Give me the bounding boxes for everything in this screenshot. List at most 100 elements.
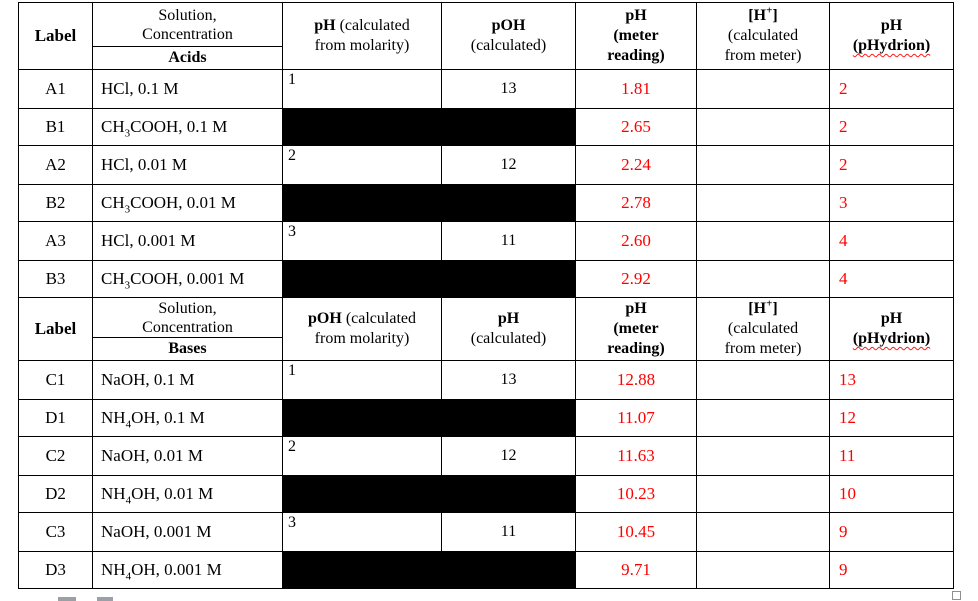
solution-cell: NaOH, 0.001 M	[92, 512, 283, 552]
phydrion-cell: 4	[829, 259, 954, 298]
table-row-d1: D1 NH4OH, 0.1 M 11.07 12	[18, 398, 954, 437]
h-from-meter-cell	[696, 512, 830, 552]
ph-meter-cell: 12.88	[575, 360, 697, 400]
table-row-d3: D3 NH4OH, 0.001 M 9.71 9	[18, 550, 954, 589]
formula-text: NH	[101, 559, 126, 579]
ph-calc-cell: 3	[282, 221, 442, 261]
h-from-meter-cell	[696, 360, 830, 400]
cutoff-text-fragment	[97, 597, 113, 601]
formula-subscript: 3	[124, 127, 131, 140]
spellcheck-underlined-word: (pHydrion)	[852, 37, 931, 54]
ph-meter-cell: 11.63	[575, 436, 697, 476]
formula-text: COOH, 0.01 M	[130, 192, 236, 212]
h-from-meter-cell	[696, 436, 830, 476]
cutoff-text-fragment	[58, 597, 76, 601]
formula-text: HCl, 0.1 M	[101, 78, 179, 98]
formula-text: NaOH, 0.001 M	[101, 521, 212, 541]
poh-calc-cell: 2	[282, 436, 442, 476]
ph-meter-cell: 9.71	[575, 550, 697, 589]
redacted-cell	[282, 183, 576, 222]
solution-header-line1: Solution,	[158, 299, 217, 317]
phydrion-cell: 3	[829, 183, 954, 222]
solution-column-header: Solution, Concentration Acids	[92, 2, 283, 70]
row-label-cell: C2	[18, 436, 93, 476]
h-concentration-column-header: [H+] (calculated from meter)	[696, 2, 830, 70]
superscript-plus: +	[766, 297, 773, 310]
table-resize-handle[interactable]	[952, 591, 961, 600]
formula-text: CH	[101, 116, 125, 136]
ph-meter-cell: 1.81	[575, 69, 697, 109]
row-label-cell: C1	[18, 360, 93, 400]
poh-calc-cell: 3	[282, 512, 442, 552]
row-label-cell: D3	[18, 550, 93, 589]
acids-group-label: Acids	[168, 49, 207, 66]
phydrion-column-header: pH (pHydrion)	[829, 297, 954, 361]
phydrion-cell: 11	[829, 436, 954, 476]
ph-meter-cell: 10.45	[575, 512, 697, 552]
phydrion-cell: 9	[829, 550, 954, 589]
phydrion-cell: 10	[829, 474, 954, 513]
formula-text: OH, 0.001 M	[131, 559, 222, 579]
ph-meter-column-header: pH (meter reading)	[575, 297, 697, 361]
table-row-a1: A1 HCl, 0.1 M 1 13 1.81 2	[18, 69, 954, 109]
formula-text: CH	[101, 192, 125, 212]
formula-subscript: 3	[124, 279, 131, 292]
ph-meter-column-header: pH (meter reading)	[575, 2, 697, 70]
ph-calc-cell: 11	[441, 512, 576, 552]
table-row-b2: B2 CH3COOH, 0.01 M 2.78 3	[18, 183, 954, 222]
formula-text: NH	[101, 483, 126, 503]
formula-subscript: 4	[125, 418, 132, 431]
phydrion-cell: 4	[829, 221, 954, 261]
ph-meter-cell: 2.92	[575, 259, 697, 298]
phydrion-cell: 2	[829, 107, 954, 146]
h-from-meter-cell	[696, 550, 830, 589]
bases-header-row: Label Solution, Concentration Bases pOH …	[18, 297, 954, 361]
formula-subscript: 3	[124, 203, 131, 216]
phydrion-cell: 9	[829, 512, 954, 552]
h-from-meter-cell	[696, 107, 830, 146]
poh-calc-molarity-column-header: pOH (calculated from molarity)	[282, 297, 442, 361]
ph-calc-cell: 1	[282, 69, 442, 109]
solution-cell: NH4OH, 0.1 M	[92, 398, 283, 437]
formula-text: HCl, 0.001 M	[101, 230, 196, 250]
solution-cell: NaOH, 0.01 M	[92, 436, 283, 476]
row-label-cell: D1	[18, 398, 93, 437]
row-label-cell: B1	[18, 107, 93, 146]
phydrion-cell: 2	[829, 145, 954, 185]
h-from-meter-cell	[696, 474, 830, 513]
header-divider-line	[93, 337, 282, 338]
ph-meter-cell: 2.78	[575, 183, 697, 222]
table-row-c2: C2 NaOH, 0.01 M 2 12 11.63 11	[18, 436, 954, 476]
formula-text: COOH, 0.001 M	[130, 268, 245, 288]
h-from-meter-cell	[696, 398, 830, 437]
poh-calculated-column-header: pOH (calculated)	[441, 2, 576, 70]
row-label-cell: C3	[18, 512, 93, 552]
phydrion-cell: 2	[829, 69, 954, 109]
h-from-meter-cell	[696, 69, 830, 109]
row-label-cell: B3	[18, 259, 93, 298]
poh-calc-cell: 1	[282, 360, 442, 400]
lab-data-table: Label Solution, Concentration Acids pH (…	[18, 2, 954, 589]
redacted-cell	[282, 107, 576, 146]
row-label-cell: D2	[18, 474, 93, 513]
table-row-c3: C3 NaOH, 0.001 M 3 11 10.45 9	[18, 512, 954, 552]
ph-meter-cell: 10.23	[575, 474, 697, 513]
ph-meter-cell: 11.07	[575, 398, 697, 437]
solution-header-line2: Concentration	[142, 318, 233, 336]
formula-text: OH, 0.1 M	[131, 407, 205, 427]
spellcheck-underlined-word: (pHydrion)	[852, 330, 931, 347]
h-concentration-column-header: [H+] (calculated from meter)	[696, 297, 830, 361]
formula-text: NaOH, 0.1 M	[101, 369, 195, 389]
label-column-header: Label	[18, 2, 93, 70]
table-row-b3: B3 CH3COOH, 0.001 M 2.92 4	[18, 259, 954, 298]
ph-meter-cell: 2.65	[575, 107, 697, 146]
phydrion-cell: 12	[829, 398, 954, 437]
ph-calculated-column-header: pH (calculated)	[441, 297, 576, 361]
solution-cell: CH3COOH, 0.001 M	[92, 259, 283, 298]
solution-cell: NH4OH, 0.001 M	[92, 550, 283, 589]
table-row-b1: B1 CH3COOH, 0.1 M 2.65 2	[18, 107, 954, 146]
formula-text: NaOH, 0.01 M	[101, 445, 203, 465]
table-row-a2: A2 HCl, 0.01 M 2 12 2.24 2	[18, 145, 954, 185]
solution-cell: HCl, 0.01 M	[92, 145, 283, 185]
